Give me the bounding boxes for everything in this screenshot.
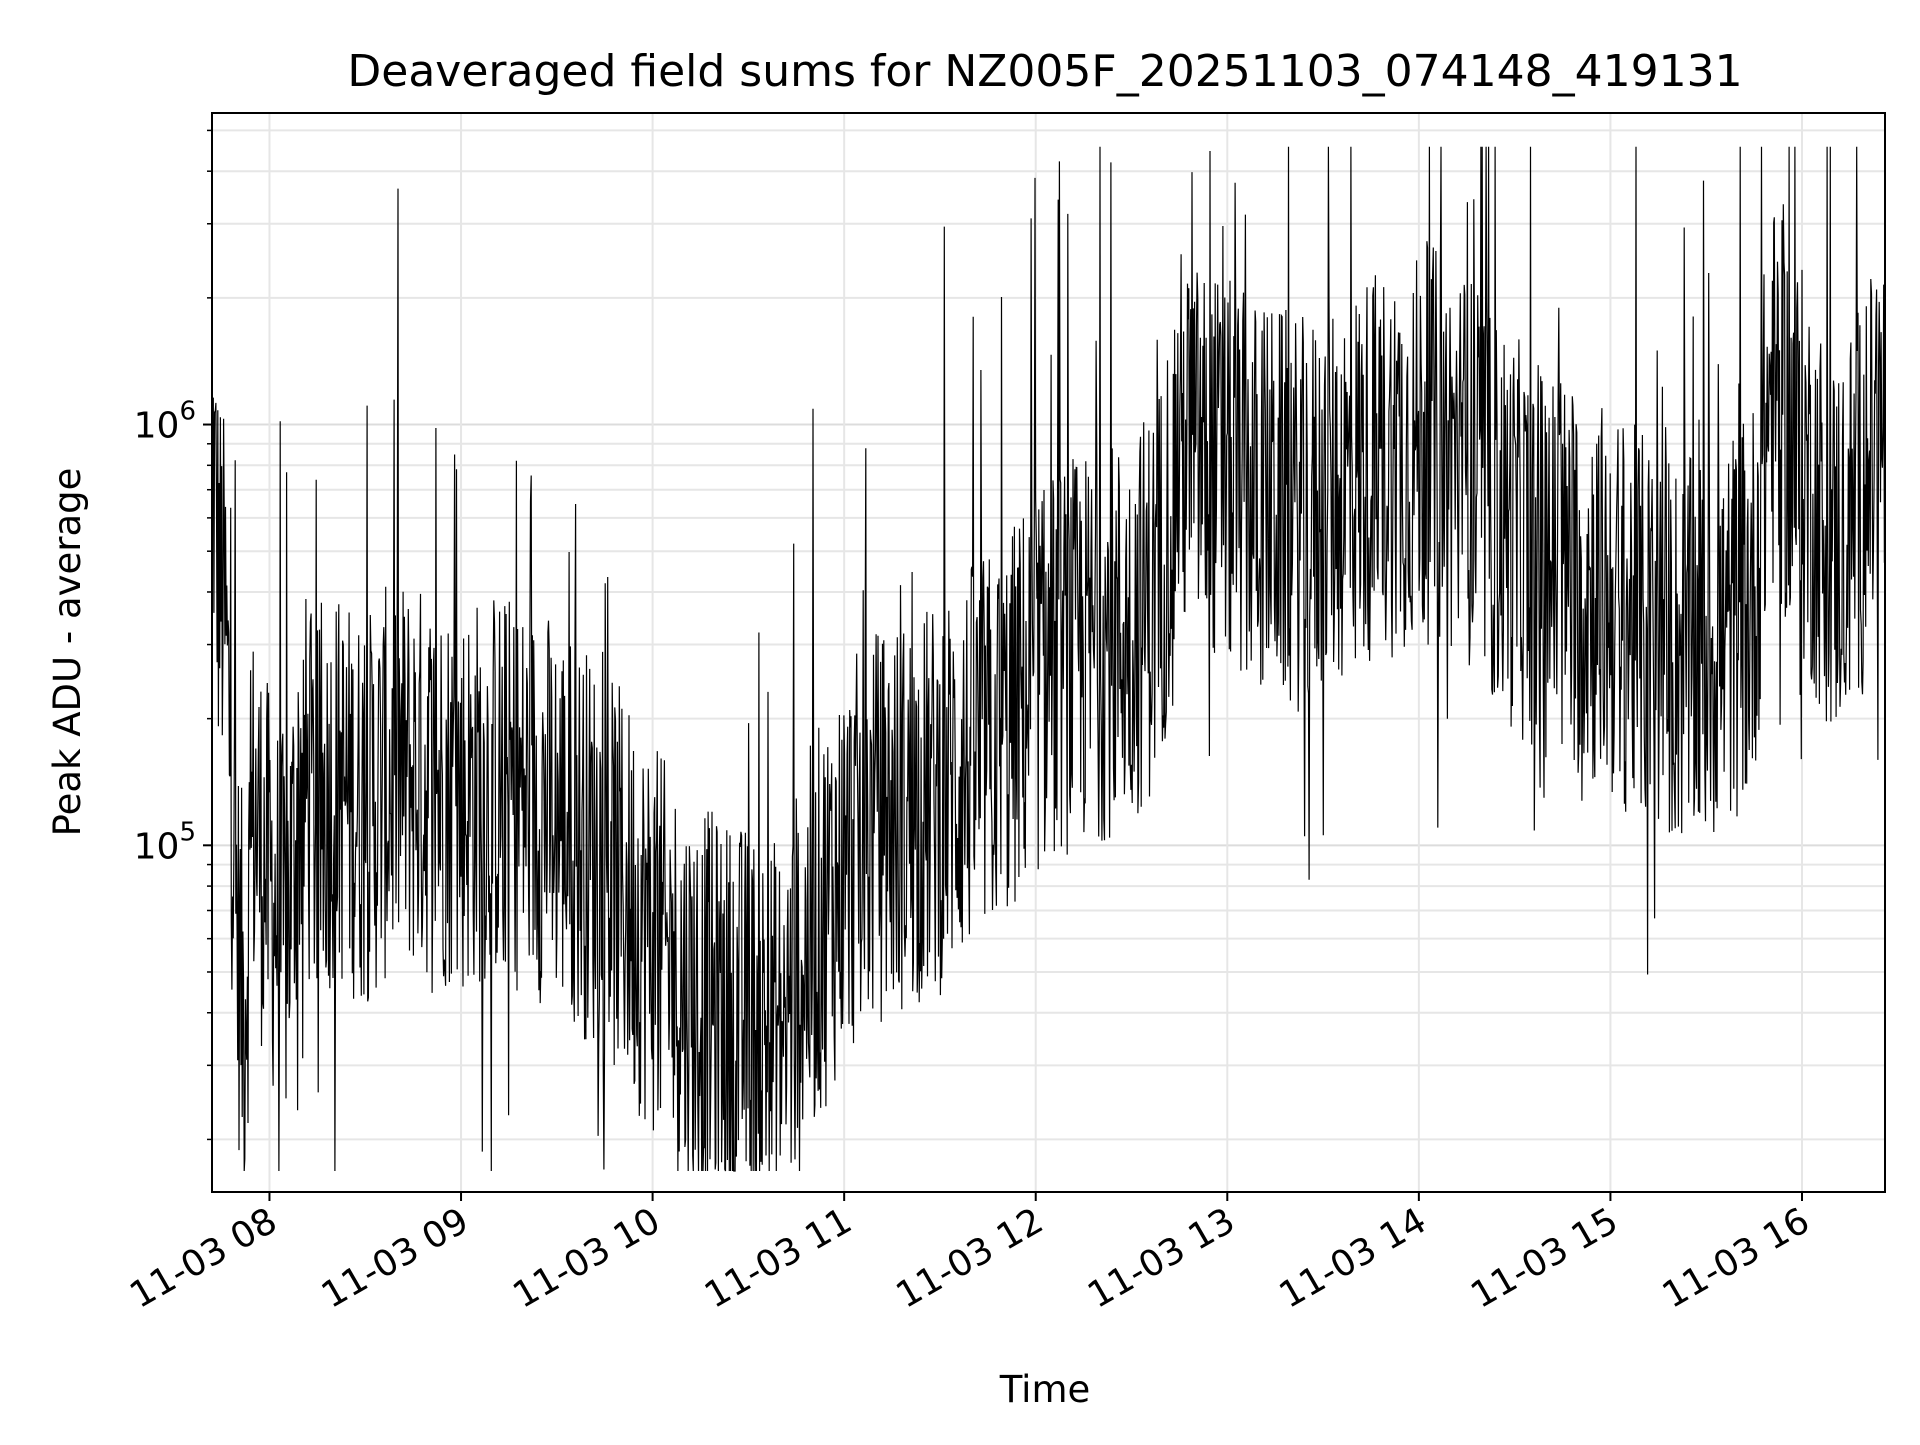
y-axis-label: Peak ADU - average bbox=[46, 468, 89, 837]
plot-frame bbox=[211, 112, 1886, 1193]
chart-title: Deaveraged field sums for NZ005F_2025110… bbox=[347, 46, 1742, 97]
y-tick-label: 106 bbox=[134, 397, 196, 447]
x-axis-label: Time bbox=[999, 1368, 1091, 1411]
series-layer bbox=[211, 146, 1886, 1172]
y-tick-label: 105 bbox=[134, 817, 196, 867]
series-line bbox=[211, 146, 1886, 1172]
